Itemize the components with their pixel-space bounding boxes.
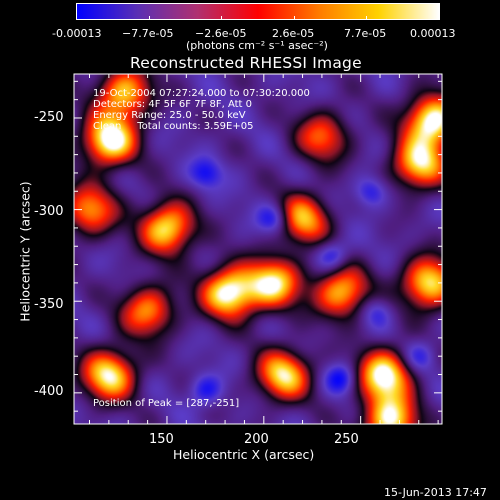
colorbar-tick-label: 2.6e-05 [272,27,315,40]
colorbar-tick [76,16,77,20]
annotation-detectors: Detectors: 4F 5F 6F 7F 8F, Att 0 [93,99,253,110]
peak-position-label: Position of Peak = [287,-251] [93,398,240,409]
y-tick-label: -250 [34,110,64,125]
colorbar-tick-label: 7.7e-05 [344,27,387,40]
plot-area [74,74,442,424]
generation-date: 15-Jun-2013 17:47 [384,486,487,499]
y-axis-title: Heliocentric Y (arcsec) [17,181,33,322]
colorbar-tick-label: -0.00013 [52,27,102,40]
colorbar-tick-label: −2.6e-05 [195,27,247,40]
y-tick-label: -300 [34,204,64,219]
colorbar-tick-label: 0.00013 [410,27,456,40]
colorbar-units: (photons cm⁻² s⁻¹ asec⁻²) [186,39,328,52]
colorbar-tick [366,16,368,20]
colorbar [76,3,440,20]
x-tick-label: 200 [244,432,269,447]
chart-title: Reconstructed RHESSI Image [130,54,362,72]
annotation-energy: Energy Range: 25.0 - 50.0 keV [93,110,246,121]
colorbar-tick [293,16,295,20]
colorbar-gradient [77,4,439,19]
y-tick-label: -350 [34,297,64,312]
colorbar-tick [221,16,223,20]
colorbar-tick-label: −7.7e-05 [122,27,174,40]
x-axis-title: Heliocentric X (arcsec) [173,447,315,462]
heatmap-image [74,74,442,424]
plot-border [73,73,443,425]
x-tick-label: 150 [149,432,174,447]
annotation-counts: Clean Total counts: 3.59E+05 [93,121,254,132]
colorbar-tick [148,16,150,20]
annotation-time: 19-Oct-2004 07:27:24.000 to 07:30:20.000 [93,88,310,99]
x-tick-label: 250 [334,432,359,447]
colorbar-tick [439,16,440,20]
y-tick-label: -400 [34,384,64,399]
